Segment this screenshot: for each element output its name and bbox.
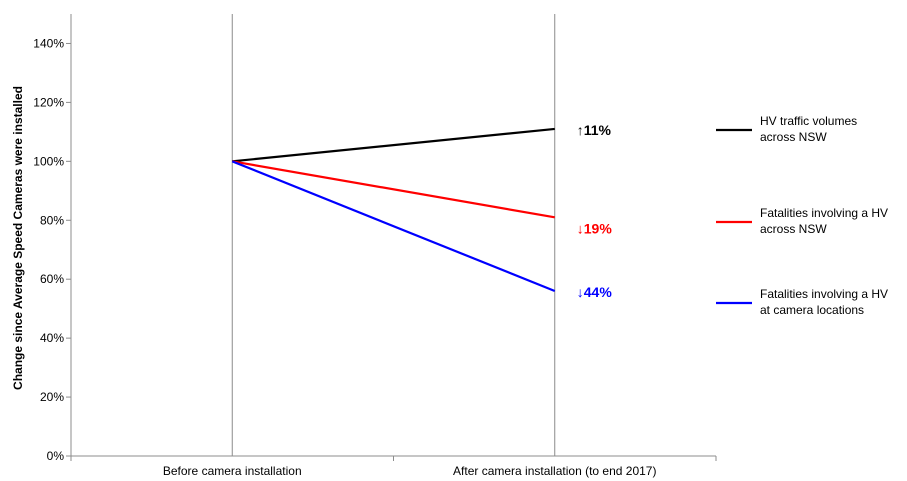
legend-label: Fatalities involving a HV across NSW: [760, 206, 888, 236]
x-tick-label: Before camera installation: [163, 464, 302, 478]
y-tick-label: 60%: [40, 272, 64, 286]
x-tick-label: After camera installation (to end 2017): [453, 464, 656, 478]
y-tick-label: 80%: [40, 213, 64, 227]
series-line: [232, 127, 555, 163]
y-tick-label: 0%: [47, 449, 65, 463]
series-line: [232, 160, 555, 219]
data-label: ↑11%: [577, 122, 612, 138]
y-tick-label: 40%: [40, 331, 64, 345]
y-tick-label: 120%: [33, 95, 64, 109]
y-axis-label: Change since Average Speed Cameras were …: [11, 86, 25, 390]
y-tick-label: 100%: [33, 154, 64, 168]
data-label: ↓44%: [577, 284, 613, 300]
y-tick-label: 20%: [40, 390, 64, 404]
legend-label: HV traffic volumes across NSW: [760, 114, 857, 144]
series-line: [231, 160, 556, 293]
legend-label: Fatalities involving a HV at camera locat…: [760, 287, 888, 317]
y-tick-label: 140%: [33, 36, 64, 50]
data-label: ↓19%: [577, 220, 613, 236]
